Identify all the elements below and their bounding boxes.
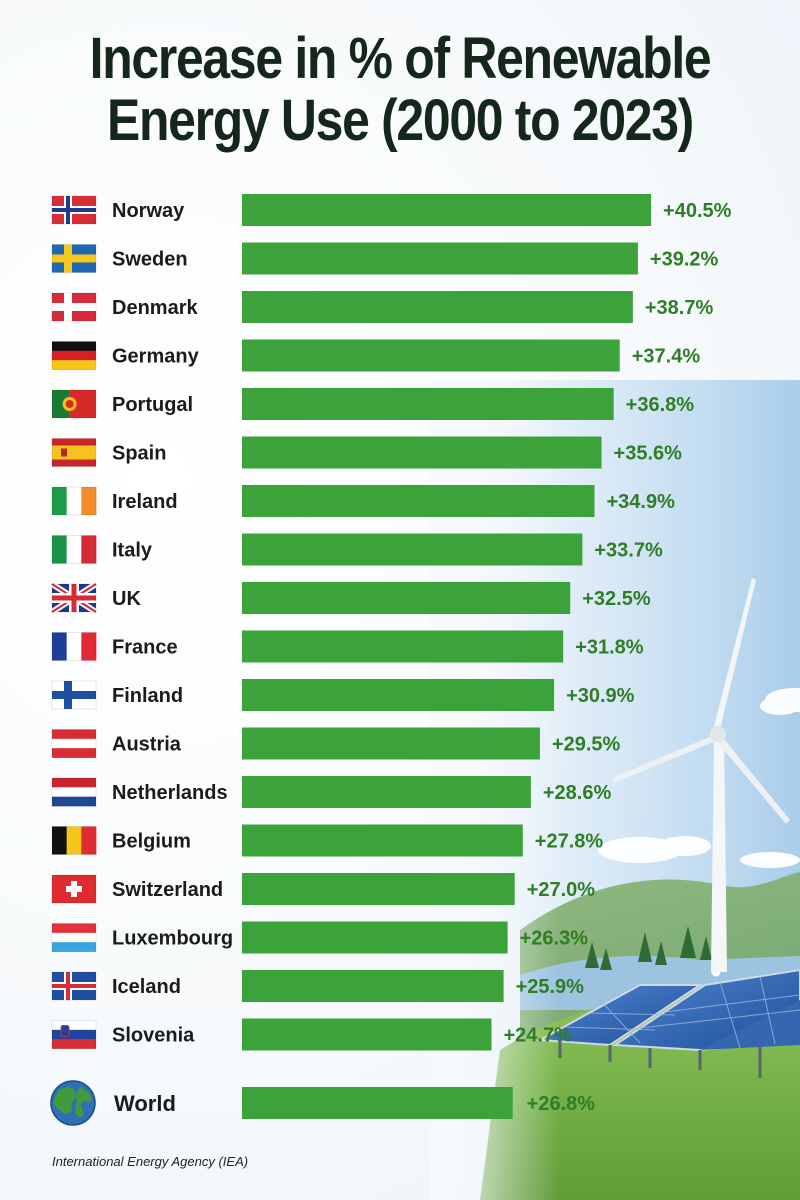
value-label: +32.5% bbox=[582, 588, 651, 610]
world-label: World bbox=[114, 1091, 176, 1116]
flag-iceland bbox=[51, 971, 97, 1001]
bar-uk bbox=[242, 582, 571, 614]
bar-portugal bbox=[242, 388, 614, 420]
value-label: +40.5% bbox=[663, 200, 732, 222]
bar-italy bbox=[242, 533, 583, 566]
country-label: Spain bbox=[112, 443, 166, 465]
bar-ireland bbox=[242, 485, 595, 517]
country-label: Norway bbox=[112, 200, 185, 222]
value-label: +33.7% bbox=[594, 540, 663, 562]
bar-norway bbox=[242, 194, 652, 226]
value-label: +25.9% bbox=[516, 976, 585, 998]
value-label: +37.4% bbox=[632, 346, 701, 368]
bar-france bbox=[242, 630, 564, 663]
country-label: UK bbox=[112, 588, 141, 610]
country-label: Belgium bbox=[112, 831, 191, 853]
country-label: France bbox=[112, 637, 178, 659]
flag-germany bbox=[51, 341, 97, 370]
value-label: +39.2% bbox=[650, 249, 719, 271]
globe-icon bbox=[50, 1080, 96, 1126]
bar-netherlands bbox=[242, 776, 531, 808]
flag-austria bbox=[51, 729, 97, 758]
country-label: Austria bbox=[112, 734, 182, 756]
value-label: +28.6% bbox=[543, 782, 612, 804]
value-label: +34.9% bbox=[606, 491, 675, 513]
country-label: Slovenia bbox=[112, 1025, 195, 1047]
value-label: +27.0% bbox=[527, 879, 596, 901]
flag-portugal bbox=[51, 389, 97, 419]
bar-world bbox=[242, 1087, 513, 1119]
value-label: +30.9% bbox=[566, 685, 635, 707]
country-label: Sweden bbox=[112, 249, 188, 271]
flag-spain bbox=[51, 438, 97, 467]
bar-iceland bbox=[242, 970, 504, 1002]
value-label: +36.8% bbox=[626, 394, 695, 416]
country-label: Luxembourg bbox=[112, 928, 233, 950]
flag-france bbox=[51, 632, 97, 661]
bar-germany bbox=[242, 339, 620, 372]
bar-spain bbox=[242, 436, 602, 469]
flag-uk bbox=[50, 581, 98, 615]
bar-austria bbox=[242, 727, 540, 760]
value-label: +29.5% bbox=[552, 734, 621, 756]
flag-sweden bbox=[51, 244, 97, 273]
bar-luxembourg bbox=[242, 921, 508, 954]
country-label: Italy bbox=[112, 540, 153, 562]
value-label: +27.8% bbox=[535, 831, 604, 853]
value-label: +38.7% bbox=[645, 297, 714, 319]
country-label: Denmark bbox=[112, 297, 198, 319]
value-label: +31.8% bbox=[575, 637, 644, 659]
country-label: Iceland bbox=[112, 976, 181, 998]
country-label: Netherlands bbox=[112, 782, 228, 804]
flag-belgium bbox=[51, 826, 97, 855]
flag-slovenia bbox=[51, 1020, 97, 1049]
flag-denmark bbox=[51, 292, 97, 322]
flag-italy bbox=[51, 535, 97, 564]
chart-title: Increase in % of Renewable Energy Use (20… bbox=[89, 26, 712, 153]
flag-finland bbox=[51, 680, 97, 710]
world-value-label: +26.8% bbox=[527, 1093, 596, 1115]
bar-denmark bbox=[242, 291, 633, 323]
flag-ireland bbox=[51, 486, 97, 516]
bar-finland bbox=[242, 679, 555, 711]
bar-slovenia bbox=[242, 1018, 492, 1051]
country-label: Portugal bbox=[112, 394, 193, 416]
country-label: Switzerland bbox=[112, 879, 223, 901]
flag-norway bbox=[51, 195, 97, 225]
value-label: +35.6% bbox=[614, 443, 683, 465]
value-label: +26.3% bbox=[520, 928, 589, 950]
bar-sweden bbox=[242, 242, 638, 275]
bar-switzerland bbox=[242, 873, 515, 905]
flag-luxembourg bbox=[51, 923, 97, 952]
value-label: +24.7% bbox=[503, 1025, 572, 1047]
flag-netherlands bbox=[51, 777, 97, 807]
flag-switzerland bbox=[51, 874, 97, 904]
bar-belgium bbox=[242, 824, 523, 857]
country-label: Germany bbox=[112, 346, 200, 368]
source-note: International Energy Agency (IEA) bbox=[52, 1154, 249, 1169]
country-label: Ireland bbox=[112, 491, 178, 513]
country-label: Finland bbox=[112, 685, 183, 707]
